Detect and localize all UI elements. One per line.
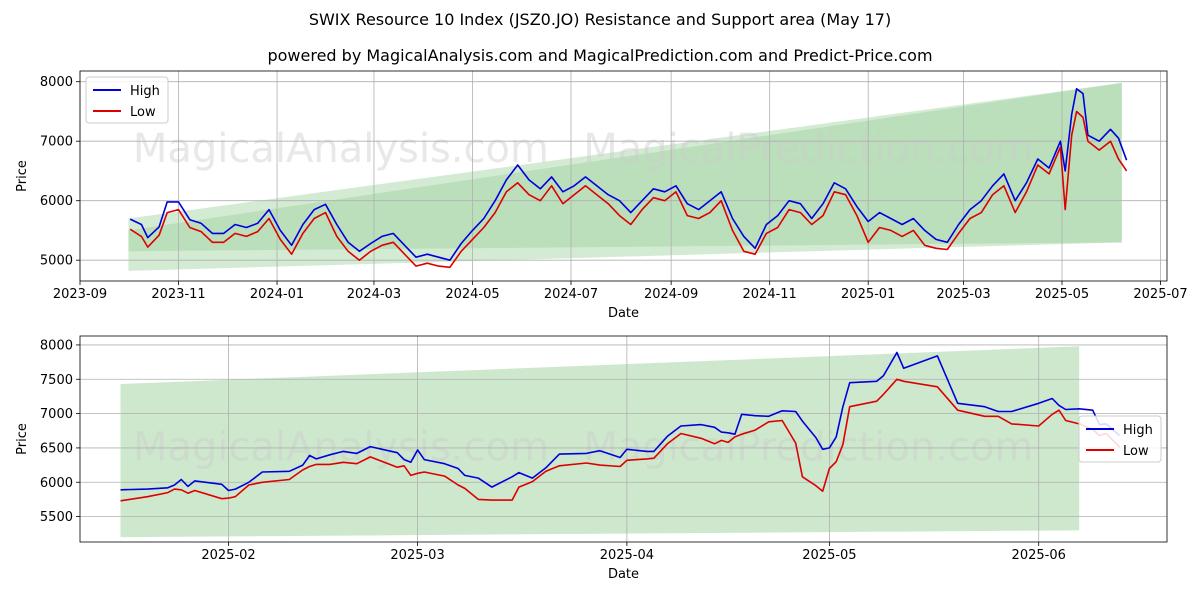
y-axis-label: Price <box>15 160 30 192</box>
y-axis-label: Price <box>15 423 30 455</box>
plot-frame <box>79 335 1168 543</box>
x-tick-label: 2025-04 <box>600 548 654 563</box>
x-tick-label: 2025-07 <box>1133 287 1187 302</box>
legend-label-high: High <box>1123 423 1153 438</box>
y-tick-label: 7500 <box>40 373 73 388</box>
support-resistance-band <box>120 346 1080 538</box>
x-tick-label: 2025-03 <box>936 287 990 302</box>
support-resistance-band <box>128 82 1122 271</box>
x-axis-label: Date <box>608 567 639 582</box>
y-tick-label: 8000 <box>40 338 73 353</box>
y-tick-label: 6000 <box>40 194 73 209</box>
support-resistance-band <box>128 82 1122 252</box>
y-tick-label: 7000 <box>40 135 73 150</box>
x-tick-label: 2024-05 <box>445 287 499 302</box>
series-line-low <box>129 110 1128 269</box>
y-tick-label: 7000 <box>40 407 73 422</box>
x-tick-label: 2023-11 <box>151 287 205 302</box>
chart-subtitle: powered by MagicalAnalysis.com and Magic… <box>267 46 933 65</box>
y-tick-label: 6000 <box>40 476 73 491</box>
x-tick-label: 2024-03 <box>347 287 401 302</box>
series-line-low <box>120 378 1121 502</box>
legend-label-low: Low <box>130 105 156 120</box>
x-tick-label: 2024-09 <box>644 287 698 302</box>
x-tick-label: 2024-11 <box>743 287 797 302</box>
x-tick-label: 2025-02 <box>201 548 255 563</box>
y-tick-label: 8000 <box>40 75 73 90</box>
y-tick-label: 5000 <box>40 254 73 269</box>
chart-panel-1: MagicalAnalysis.com MagicalPrediction.com… <box>15 70 1188 321</box>
y-tick-label: 6500 <box>40 441 73 456</box>
x-axis-label: Date <box>608 306 639 321</box>
legend: High Low <box>1078 415 1162 463</box>
watermark: MagicalPrediction.com <box>583 126 1033 172</box>
legend: High Low <box>85 76 169 124</box>
y-tick-label: 5500 <box>40 510 73 525</box>
chart-title: SWIX Resource 10 Index (JSZ0.JO) Resista… <box>308 10 892 29</box>
legend-label-low: Low <box>1123 444 1149 459</box>
x-tick-label: 2023-09 <box>53 287 107 302</box>
chart-panel-2: MagicalAnalysis.com MagicalPrediction.com… <box>15 335 1168 582</box>
plot-frame <box>79 70 1168 282</box>
legend-label-high: High <box>130 84 160 99</box>
x-tick-label: 2025-05 <box>1035 287 1089 302</box>
watermark: MagicalPrediction.com <box>583 424 1033 470</box>
watermark: MagicalAnalysis.com <box>133 126 549 172</box>
x-tick-label: 2024-01 <box>250 287 304 302</box>
series-line-high <box>120 351 1121 492</box>
x-tick-label: 2025-05 <box>802 548 856 563</box>
x-tick-label: 2025-01 <box>841 287 895 302</box>
x-tick-label: 2024-07 <box>544 287 598 302</box>
x-tick-label: 2025-06 <box>1012 548 1066 563</box>
series-line-high <box>129 88 1128 261</box>
x-tick-label: 2025-03 <box>390 548 444 563</box>
